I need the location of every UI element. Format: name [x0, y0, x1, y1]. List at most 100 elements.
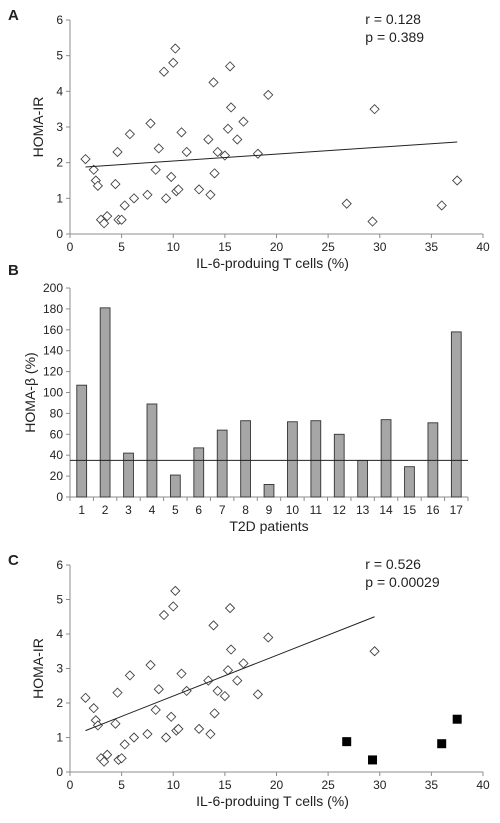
data-point [116, 753, 127, 764]
x-tick-label: 0 [67, 778, 74, 792]
data-point [452, 175, 463, 186]
x-tick-label: 20 [270, 240, 284, 254]
data-point [112, 146, 123, 158]
data-point [263, 89, 274, 101]
data-point [124, 128, 136, 140]
data-point [80, 692, 91, 703]
x-tick-label: 30 [373, 240, 387, 254]
bar [216, 429, 228, 498]
bar [146, 403, 158, 498]
data-point [142, 728, 153, 740]
x-tick-label: 10 [167, 778, 181, 792]
x-tick-label: 15 [218, 778, 232, 792]
x-tick-label: 13 [356, 503, 370, 517]
bar [404, 466, 415, 498]
data-point [128, 193, 140, 204]
stats-annotation: p = 0.00029 [365, 574, 440, 590]
data-point [160, 193, 172, 204]
data-point [98, 756, 110, 767]
data-point [116, 214, 127, 225]
data-point [205, 728, 216, 740]
bar [263, 484, 275, 498]
stats-annotation: r = 0.128 [365, 11, 421, 27]
x-tick-label: 14 [379, 503, 393, 517]
bar [99, 307, 111, 498]
x-tick-label: 2 [102, 503, 109, 517]
data-point [158, 609, 170, 621]
data-point [176, 668, 187, 679]
data-point [222, 123, 234, 134]
data-point [367, 216, 378, 227]
x-tick-label: 35 [425, 240, 439, 254]
data-point [150, 704, 161, 716]
bar [310, 420, 322, 498]
scatter-panel-A: 0 1 2 3 4 5 6 0 5 10 15 20 25 30 35 40 IL-6-produing T c… [30, 11, 490, 271]
panel-label: A [8, 7, 19, 24]
bar [240, 420, 251, 498]
data-point [232, 134, 243, 145]
x-tick-label: 5 [118, 240, 125, 254]
y-tick-label: 2 [56, 696, 63, 710]
data-point [170, 585, 181, 597]
y-tick-label: 40 [50, 448, 64, 462]
x-tick-label: 5 [118, 778, 125, 792]
outlier-point [452, 714, 462, 724]
data-point [208, 77, 219, 88]
x-tick-label: 35 [425, 778, 439, 792]
panel-label: C [8, 552, 19, 569]
data-point [232, 675, 243, 686]
data-point [145, 659, 156, 671]
data-point [176, 127, 187, 138]
data-point [208, 620, 219, 631]
y-tick-label: 3 [56, 662, 63, 676]
y-tick-label: 2 [56, 156, 63, 170]
data-point [168, 57, 179, 68]
x-tick-label: 15 [218, 240, 232, 254]
outlier-point [368, 755, 378, 765]
bar [450, 331, 462, 498]
bar [333, 433, 345, 498]
data-point [369, 104, 380, 115]
x-tick-label: 0 [67, 240, 74, 254]
data-point [341, 198, 352, 209]
data-point [128, 732, 140, 743]
y-tick-label: 140 [43, 344, 63, 358]
data-point [173, 184, 184, 195]
data-point [238, 658, 249, 669]
x-tick-label: 9 [266, 503, 273, 517]
data-point [88, 703, 99, 714]
data-point [238, 116, 249, 127]
x-tick-label: 10 [286, 503, 300, 517]
y-tick-label: 4 [56, 84, 63, 98]
x-tick-label: 40 [476, 240, 490, 254]
data-point [80, 153, 91, 165]
x-tick-label: 8 [242, 503, 249, 517]
data-point [112, 687, 123, 698]
data-point [166, 711, 177, 722]
bar [357, 459, 369, 498]
data-point [263, 632, 274, 643]
regression-line [85, 141, 458, 168]
bar [169, 474, 181, 498]
y-tick-label: 5 [56, 593, 63, 607]
data-point [252, 689, 264, 700]
data-point [209, 708, 220, 719]
data-point [153, 143, 164, 154]
x-tick-label: 30 [373, 778, 387, 792]
x-tick-label: 11 [310, 503, 323, 517]
data-point [160, 732, 172, 743]
data-point [209, 168, 220, 179]
y-tick-label: 0 [56, 227, 63, 241]
data-point [173, 723, 184, 735]
stats-annotation: r = 0.526 [365, 556, 421, 572]
data-point [369, 646, 380, 657]
y-tick-label: 200 [43, 281, 63, 295]
bar [76, 384, 88, 498]
x-tick-label: 12 [333, 503, 347, 517]
data-point [158, 66, 170, 77]
data-point [124, 670, 136, 681]
x-tick-label: 17 [450, 503, 464, 517]
data-point [225, 102, 237, 113]
